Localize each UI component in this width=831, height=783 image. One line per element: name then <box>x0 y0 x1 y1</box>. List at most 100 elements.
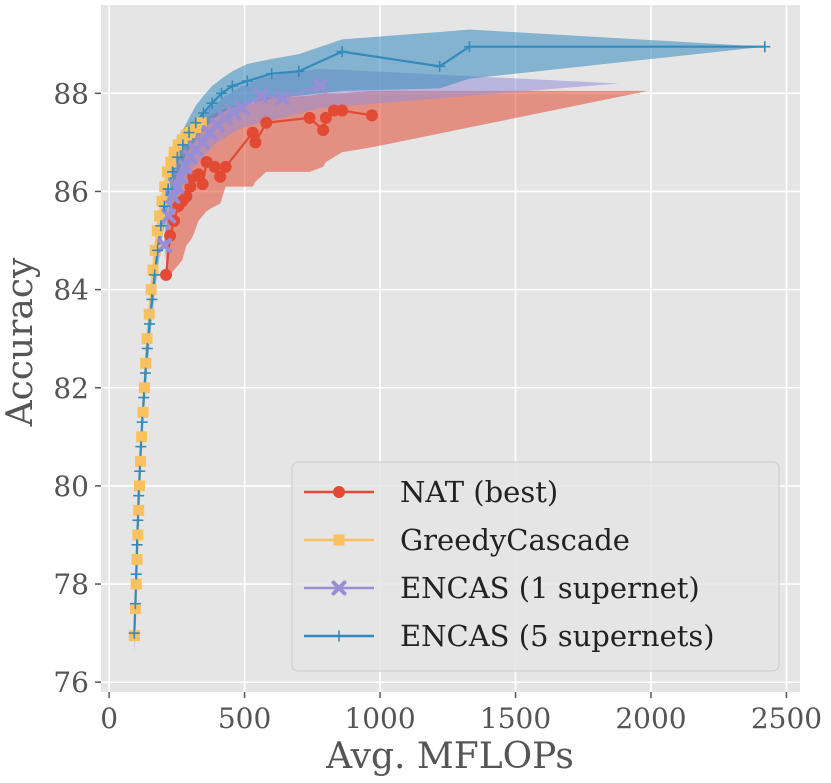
point-encas-5-supernets <box>158 200 170 212</box>
legend-marker-nat-best <box>333 486 345 498</box>
point-encas-5-supernets <box>197 107 209 119</box>
point-encas-5-supernets <box>183 127 195 139</box>
point-nat-best <box>196 178 209 191</box>
point-encas-5-supernets <box>190 117 202 129</box>
point-encas-1-supernet <box>177 159 193 175</box>
x-axis-label: Avg. MFLOPs <box>325 736 574 777</box>
series-markers <box>128 41 771 642</box>
band-nat-best <box>166 90 649 280</box>
point-greedycascade <box>168 146 180 158</box>
point-encas-5-supernets <box>136 416 148 428</box>
point-encas-5-supernets <box>138 392 150 404</box>
point-encas-1-supernet <box>312 78 328 94</box>
point-encas-5-supernets <box>167 166 179 178</box>
point-encas-1-supernet <box>275 90 291 106</box>
point-encas-1-supernet <box>169 179 185 195</box>
point-encas-5-supernets <box>149 269 161 281</box>
confidence-bands <box>134 29 765 653</box>
point-encas-5-supernets <box>226 80 238 92</box>
point-greedycascade <box>154 210 166 222</box>
point-greedycascade <box>145 284 157 296</box>
x-tick-label: 1500 <box>480 702 551 735</box>
point-nat-best <box>317 124 330 137</box>
point-encas-5-supernets <box>155 220 167 232</box>
legend-marker-encas-1-supernet <box>331 580 347 596</box>
point-encas-1-supernet <box>234 100 250 116</box>
point-encas-5-supernets <box>146 293 158 305</box>
point-encas-1-supernet <box>173 169 189 185</box>
point-nat-best <box>160 268 173 281</box>
point-encas-5-supernets <box>128 627 140 639</box>
point-encas-5-supernets <box>131 539 143 551</box>
y-tick-label: 80 <box>53 470 89 503</box>
point-greedycascade <box>141 333 153 345</box>
point-encas-5-supernets <box>162 183 174 195</box>
x-tick-label: 1000 <box>344 702 415 735</box>
point-greedycascade <box>132 529 144 541</box>
y-tick-label: 82 <box>53 372 89 405</box>
point-greedycascade <box>131 554 143 566</box>
point-encas-5-supernets <box>129 598 141 610</box>
point-encas-5-supernets <box>266 68 278 80</box>
point-encas-5-supernets <box>759 41 771 53</box>
point-encas-1-supernet <box>161 208 177 224</box>
point-encas-5-supernets <box>133 490 145 502</box>
point-encas-5-supernets <box>141 343 153 354</box>
point-encas-1-supernet <box>157 237 173 253</box>
point-nat-best <box>260 116 273 129</box>
point-encas-5-supernets <box>434 60 446 72</box>
point-encas-1-supernet <box>218 110 234 126</box>
point-nat-best <box>246 126 259 139</box>
y-tick-label: 76 <box>53 666 89 699</box>
point-encas-5-supernets <box>135 441 147 453</box>
point-encas-5-supernets <box>216 87 228 99</box>
legend-label-encas-5-supernets: ENCAS (5 supernets) <box>400 619 715 653</box>
point-encas-5-supernets <box>463 41 475 53</box>
axis-ticks: 0 500 1000 1500 2000 2500 76 78 80 82 84 86 88 <box>53 77 822 735</box>
point-encas-1-supernet <box>165 188 181 204</box>
point-encas-5-supernets <box>206 97 218 109</box>
point-nat-best <box>192 168 205 181</box>
point-encas-5-supernets <box>132 514 144 526</box>
y-tick-label: 86 <box>53 175 89 208</box>
point-greedycascade <box>140 357 152 369</box>
x-tick-label: 2500 <box>751 702 822 735</box>
x-tick-label: 0 <box>100 702 118 735</box>
point-encas-5-supernets <box>171 151 183 163</box>
legend-label-greedycascade: GreedyCascade <box>400 523 630 557</box>
y-tick-label: 88 <box>53 77 89 110</box>
point-encas-1-supernet <box>195 134 211 150</box>
point-nat-best <box>208 160 221 173</box>
point-encas-5-supernets <box>139 367 151 379</box>
point-greedycascade <box>147 264 159 276</box>
point-encas-5-supernets <box>336 46 348 58</box>
point-encas-5-supernets <box>177 139 189 151</box>
point-nat-best <box>164 229 177 242</box>
point-greedycascade <box>133 480 145 492</box>
point-encas-5-supernets <box>241 75 253 87</box>
legend-marker-greedycascade <box>333 534 345 546</box>
point-encas-5-supernets <box>134 465 146 477</box>
point-nat-best <box>214 170 227 183</box>
point-nat-best <box>249 136 262 149</box>
point-greedycascade <box>165 156 177 168</box>
point-greedycascade <box>151 225 163 237</box>
y-axis-label: Accuracy <box>0 257 41 427</box>
point-encas-1-supernet <box>226 105 242 121</box>
point-greedycascade <box>135 455 147 467</box>
legend-marker-encas-5-supernets <box>333 630 345 642</box>
point-encas-1-supernet <box>253 88 269 104</box>
point-greedycascade <box>133 504 145 516</box>
point-nat-best <box>219 160 232 173</box>
point-nat-best <box>319 111 332 124</box>
legend: NAT (best) GreedyCascade ENCAS (1 supernet… <box>291 461 780 672</box>
point-nat-best <box>365 109 378 122</box>
y-tick-label: 78 <box>53 568 89 601</box>
point-encas-5-supernets <box>130 568 142 580</box>
point-encas-5-supernets <box>152 244 164 256</box>
point-encas-5-supernets <box>143 318 155 330</box>
point-greedycascade <box>130 578 142 590</box>
legend-label-encas-1-supernet: ENCAS (1 supernet) <box>400 571 700 605</box>
legend-box <box>291 461 780 672</box>
x-tick-label: 500 <box>218 702 271 735</box>
